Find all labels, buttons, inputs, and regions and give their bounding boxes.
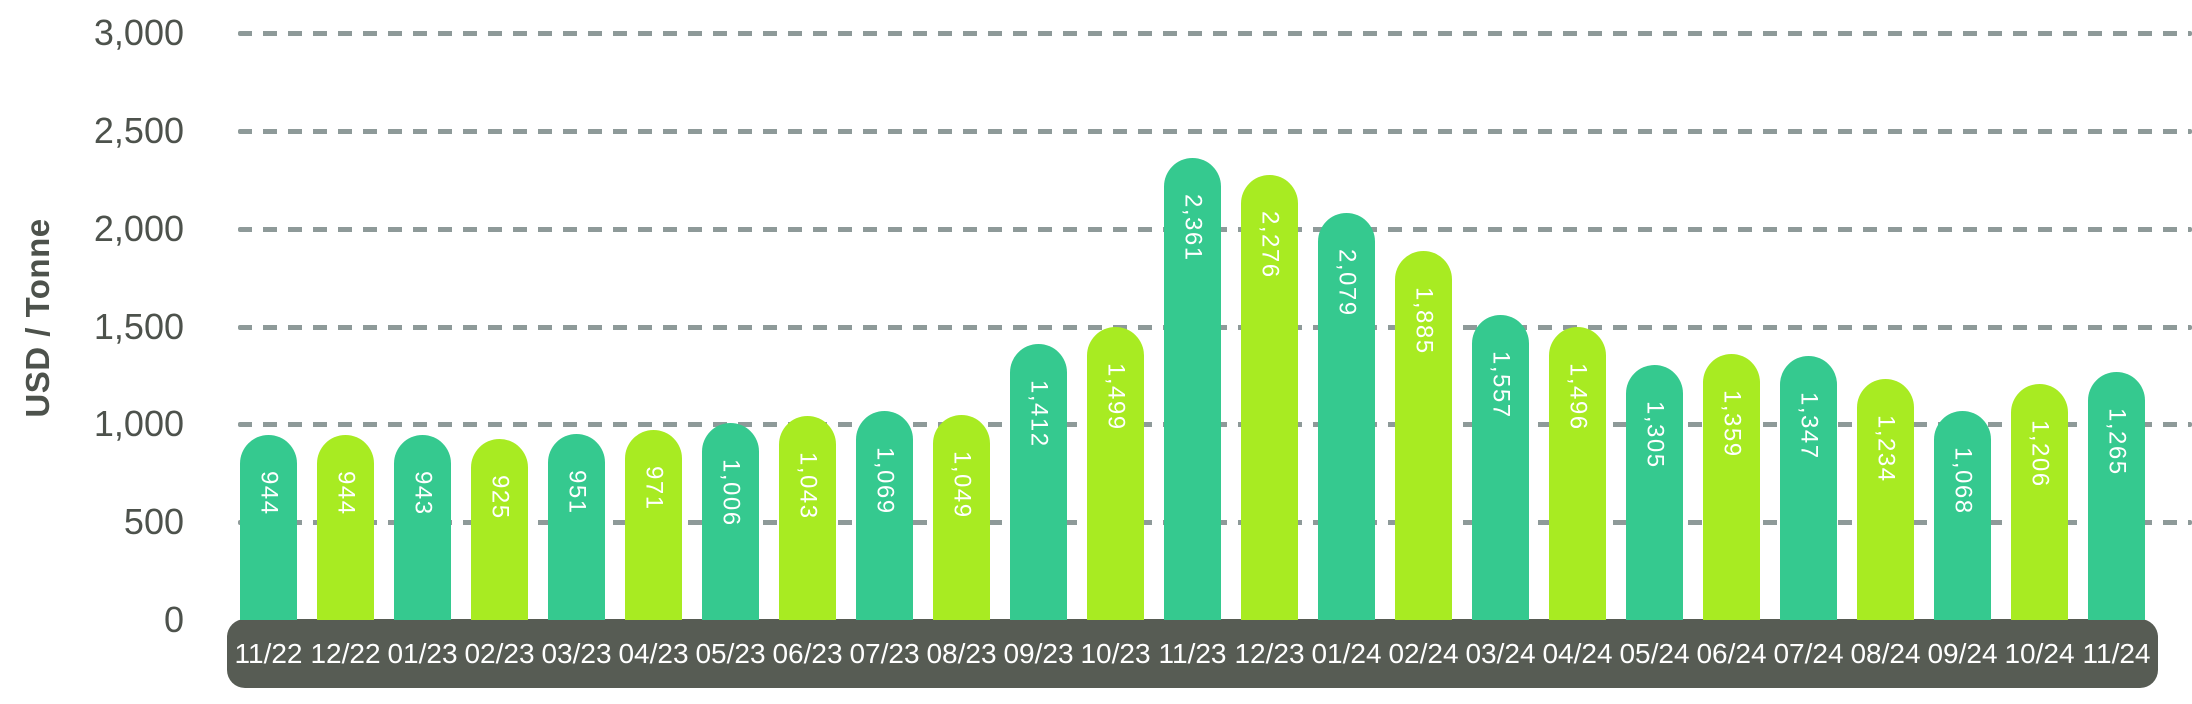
gridline: [238, 31, 2192, 36]
bar-value-label: 2,361: [1179, 194, 1207, 262]
bar-value-label: 1,069: [871, 446, 899, 515]
bar-value-label: 1,006: [717, 459, 745, 527]
bar: 1,206: [2011, 384, 2068, 620]
gridline: [238, 128, 2192, 134]
bar: 944: [240, 435, 297, 620]
bar: 925: [471, 439, 528, 620]
x-tick-label: 11/23: [1158, 638, 1227, 669]
x-tick-label: 09/24: [1927, 638, 1998, 669]
bar: 1,347: [1780, 356, 1837, 620]
x-axis-strip: [227, 619, 2158, 688]
bar-value-label: 1,068: [1949, 447, 1977, 515]
bar-value-label: 2,276: [1256, 210, 1284, 279]
bar: 1,006: [702, 423, 759, 620]
bar-value-label: 944: [332, 471, 360, 516]
bar: 1,412: [1010, 343, 1067, 620]
bar-value-label: 1,412: [1025, 379, 1053, 448]
bar-value-label: 1,557: [1487, 351, 1515, 419]
bar-value-label: 1,049: [948, 450, 976, 519]
x-tick-label: 08/24: [1850, 638, 1921, 669]
x-tick-label: 02/24: [1388, 638, 1459, 669]
x-tick-label: 02/23: [464, 638, 535, 669]
x-tick-label: 06/23: [772, 638, 843, 669]
bar-value-label: 1,206: [2026, 420, 2054, 488]
bar-value-label: 1,499: [1102, 362, 1130, 431]
bar: 1,359: [1703, 354, 1760, 620]
bar-value-label: 1,234: [1872, 414, 1900, 483]
bar: 944: [317, 435, 374, 620]
y-tick-label: 0: [163, 599, 184, 640]
bar: 951: [548, 433, 605, 620]
bar-value-label: 1,265: [2103, 408, 2131, 477]
x-tick-label: 06/24: [1696, 638, 1767, 669]
x-tick-label: 04/24: [1542, 638, 1613, 669]
bar: 1,496: [1549, 327, 1606, 620]
bar-value-label: 2,079: [1333, 249, 1361, 317]
bar-value-label: 951: [563, 469, 591, 515]
x-tick-label: 05/23: [695, 638, 766, 669]
x-tick-label: 11/24: [2082, 638, 2151, 669]
x-tick-label: 04/23: [618, 638, 689, 669]
bar-value-label: 925: [486, 475, 514, 520]
x-tick-label: 07/23: [849, 638, 920, 669]
bar-value-label: 944: [255, 471, 283, 516]
bar: 2,276: [1241, 174, 1298, 620]
x-tick-label: 07/24: [1773, 638, 1844, 669]
x-tick-label: 01/23: [387, 638, 458, 669]
bar: 1,885: [1395, 251, 1452, 620]
x-tick-label: 03/24: [1465, 638, 1536, 669]
bar: 2,079: [1318, 213, 1375, 620]
x-tick-label: 12/22: [310, 638, 381, 669]
y-tick-label: 2,500: [93, 109, 184, 151]
y-tick-label: 1,500: [93, 305, 184, 347]
bar-value-label: 1,305: [1641, 400, 1669, 469]
bar: 1,557: [1472, 315, 1529, 620]
bar: 971: [625, 430, 682, 620]
bar-value-label: 943: [409, 471, 437, 517]
bar: 1,499: [1087, 326, 1144, 620]
bar: 1,265: [2088, 372, 2145, 620]
bar: 1,049: [933, 414, 990, 620]
x-tick-label: 12/23: [1234, 638, 1305, 669]
x-tick-label: 10/24: [2004, 638, 2075, 669]
y-tick-label: 500: [123, 501, 184, 543]
bar: 1,305: [1626, 364, 1683, 620]
x-tick-label: 01/24: [1311, 638, 1382, 669]
y-tick-label: 1,000: [93, 403, 184, 445]
bar-value-label: 1,347: [1795, 392, 1823, 460]
bar: 1,068: [1934, 411, 1991, 620]
x-tick-label: 10/23: [1080, 638, 1151, 669]
x-tick-label: 03/23: [541, 638, 612, 669]
x-tick-label: 05/24: [1619, 638, 1690, 669]
x-tick-label: 09/23: [1003, 638, 1074, 669]
bar: 1,043: [779, 415, 836, 620]
bar-value-label: 1,496: [1564, 363, 1592, 431]
y-tick-label: 3,000: [93, 12, 184, 53]
bar-value-label: 971: [640, 466, 668, 511]
bar: 1,069: [856, 410, 913, 620]
bar: 1,234: [1857, 378, 1914, 620]
x-tick-label: 08/23: [926, 638, 997, 669]
x-tick-label: 11/22: [234, 638, 303, 669]
bar-value-label: 1,885: [1410, 287, 1438, 355]
bar: 2,361: [1164, 158, 1221, 620]
bar-value-label: 1,043: [794, 451, 822, 520]
y-tick-label: 2,000: [93, 207, 184, 249]
bar: 943: [394, 435, 451, 620]
bar-value-label: 1,359: [1718, 390, 1746, 458]
